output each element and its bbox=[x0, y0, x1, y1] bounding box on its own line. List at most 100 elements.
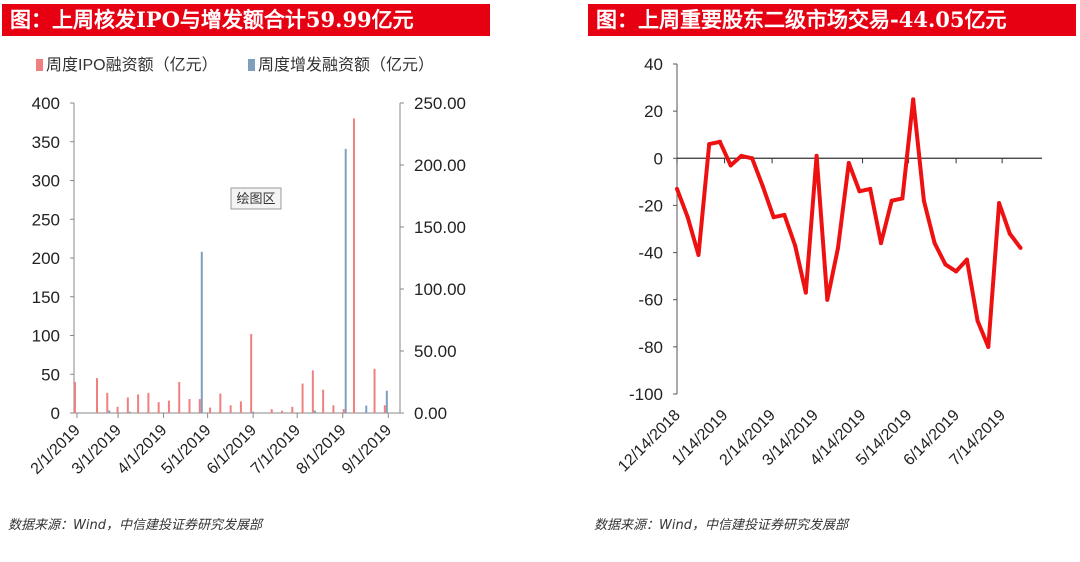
left-y-tick-label: 100 bbox=[32, 327, 60, 346]
shareholder-trade-series-line bbox=[675, 97, 1023, 349]
ipo-bar bbox=[301, 383, 304, 413]
ipo-bar bbox=[126, 397, 129, 413]
seo-bar bbox=[385, 390, 388, 413]
shareholder-trade-point bbox=[889, 198, 894, 203]
left-y-tick-label: 300 bbox=[32, 172, 60, 191]
shareholder-trade-point bbox=[717, 139, 722, 144]
left-chart-title: 图：上周核发IPO与增发额合计59.99亿元 bbox=[2, 4, 490, 36]
left-y-tick-label: 150 bbox=[32, 288, 60, 307]
line-y-tick-label: -20 bbox=[638, 196, 663, 215]
ipo-bar bbox=[167, 400, 170, 413]
shareholder-trade-point bbox=[739, 153, 744, 158]
shareholder-trade-point bbox=[932, 241, 937, 246]
shareholder-trade-point bbox=[878, 241, 883, 246]
left-y-tick-label: 400 bbox=[32, 94, 60, 113]
right-source-note: 数据来源：Wind，中信建投证券研究发展部 bbox=[594, 518, 848, 533]
seo-bar bbox=[128, 411, 131, 413]
right-y-tick-label: 250.00 bbox=[414, 94, 466, 113]
ipo-bar bbox=[281, 410, 284, 413]
seo-bar bbox=[108, 410, 111, 413]
legend-swatch-ipo bbox=[36, 59, 43, 71]
shareholder-trade-point bbox=[997, 201, 1002, 206]
shareholder-trade-point bbox=[771, 215, 776, 220]
line-y-tick-label: -100 bbox=[629, 385, 663, 404]
bar-x-tick-label: 8/1/2019 bbox=[293, 422, 349, 478]
line-x-tick-label: 12/14/2018 bbox=[615, 407, 684, 476]
ipo-bar bbox=[229, 405, 232, 413]
ipo-bar bbox=[250, 333, 253, 413]
left-y-tick-label: 250 bbox=[32, 210, 60, 229]
shareholder-trade-point bbox=[803, 290, 808, 295]
bar-x-tick-label: 5/1/2019 bbox=[158, 422, 214, 478]
left-source-note: 数据来源：Wind，中信建投证券研究发展部 bbox=[8, 518, 262, 533]
ipo-bar bbox=[73, 382, 76, 413]
shareholder-trade-point bbox=[685, 215, 690, 220]
ipo-bar bbox=[157, 402, 160, 413]
shareholder-trade-point bbox=[943, 262, 948, 267]
ipo-bar bbox=[219, 393, 222, 413]
line-y-tick-label: 0 bbox=[654, 149, 663, 168]
seo-bar bbox=[344, 148, 347, 413]
ipo-bar bbox=[322, 389, 325, 413]
right-chart-title: 图：上周重要股东二级市场交易-44.05亿元 bbox=[588, 4, 1076, 36]
shareholder-trade-point bbox=[707, 142, 712, 147]
plot-area-tooltip: 绘图区 bbox=[230, 187, 282, 210]
shareholder-trade-point bbox=[975, 318, 980, 323]
shareholder-trade-point bbox=[825, 297, 830, 302]
plot-area-tooltip-label: 绘图区 bbox=[236, 191, 275, 206]
right-y-tick-label: 200.00 bbox=[414, 156, 466, 175]
left-y-tick-label: 200 bbox=[32, 249, 60, 268]
left-y-tick-label: 50 bbox=[41, 365, 60, 384]
shareholder-trade-point bbox=[782, 212, 787, 217]
seo-bar bbox=[200, 251, 203, 413]
shareholder-trade-point bbox=[760, 184, 765, 189]
shareholder-trade-point bbox=[986, 344, 991, 349]
line-y-tick-label: 20 bbox=[644, 102, 663, 121]
line-y-tick-label: -80 bbox=[638, 338, 663, 357]
ipo-bar bbox=[352, 118, 355, 413]
ipo-bar bbox=[270, 409, 273, 413]
left-y-tick-label: 350 bbox=[32, 133, 60, 152]
shareholder-trade-point bbox=[954, 269, 959, 274]
bar-chart-legend: 周度IPO融资额（亿元） 周度增发融资额（亿元） bbox=[36, 56, 434, 74]
plot-area-tooltip-box bbox=[230, 187, 282, 210]
shareholder-trade-point bbox=[793, 243, 798, 248]
line-y-tick-label: -40 bbox=[638, 244, 663, 263]
ipo-bar bbox=[178, 382, 181, 413]
legend-label-seo: 周度增发融资额（亿元） bbox=[258, 56, 434, 74]
shareholder-trade-point bbox=[728, 163, 733, 168]
shareholder-trade-point bbox=[1007, 231, 1012, 236]
shareholder-trade-point bbox=[911, 97, 916, 102]
line-y-tick-label: 40 bbox=[644, 55, 663, 74]
ipo-bar bbox=[95, 378, 98, 413]
ipo-seo-bar-chart: 周度IPO融资额（亿元） 周度增发融资额（亿元） 0 50 100 150 200 250 30… bbox=[28, 56, 466, 478]
right-y-tick-label: 100.00 bbox=[414, 280, 466, 299]
ipo-bar bbox=[106, 392, 109, 413]
legend-swatch-seo bbox=[248, 59, 255, 71]
ipo-bar bbox=[332, 405, 335, 413]
line-y-tick-label: -60 bbox=[638, 291, 663, 310]
right-y-tick-label: 50.00 bbox=[414, 342, 457, 361]
ipo-bar bbox=[209, 407, 212, 413]
legend-label-ipo: 周度IPO融资额（亿元） bbox=[46, 56, 218, 74]
seo-bar bbox=[313, 410, 316, 413]
ipo-bar bbox=[311, 370, 314, 413]
right-y-tick-label: 150.00 bbox=[414, 218, 466, 237]
ipo-bar bbox=[116, 406, 119, 413]
shareholder-trade-point bbox=[857, 189, 862, 194]
bar-x-tick-label: 7/1/2019 bbox=[248, 422, 304, 478]
shareholder-trade-point bbox=[696, 252, 701, 257]
shareholder-trade-line-chart: 40200-20-40-60-80-10012/14/20181/14/2019… bbox=[615, 55, 1042, 476]
shareholder-trade-point bbox=[964, 257, 969, 262]
ipo-bar bbox=[342, 409, 345, 413]
shareholder-trade-point bbox=[1018, 245, 1023, 250]
ipo-bar bbox=[239, 401, 242, 413]
shareholder-trade-point bbox=[836, 245, 841, 250]
shareholder-trade-point bbox=[921, 198, 926, 203]
shareholder-trade-point bbox=[868, 186, 873, 191]
shareholder-trade-point bbox=[675, 186, 679, 191]
ipo-bar bbox=[147, 392, 150, 413]
seo-bar bbox=[252, 411, 255, 413]
seo-bar bbox=[365, 405, 368, 413]
right-y-tick-label: 0.00 bbox=[414, 404, 447, 423]
